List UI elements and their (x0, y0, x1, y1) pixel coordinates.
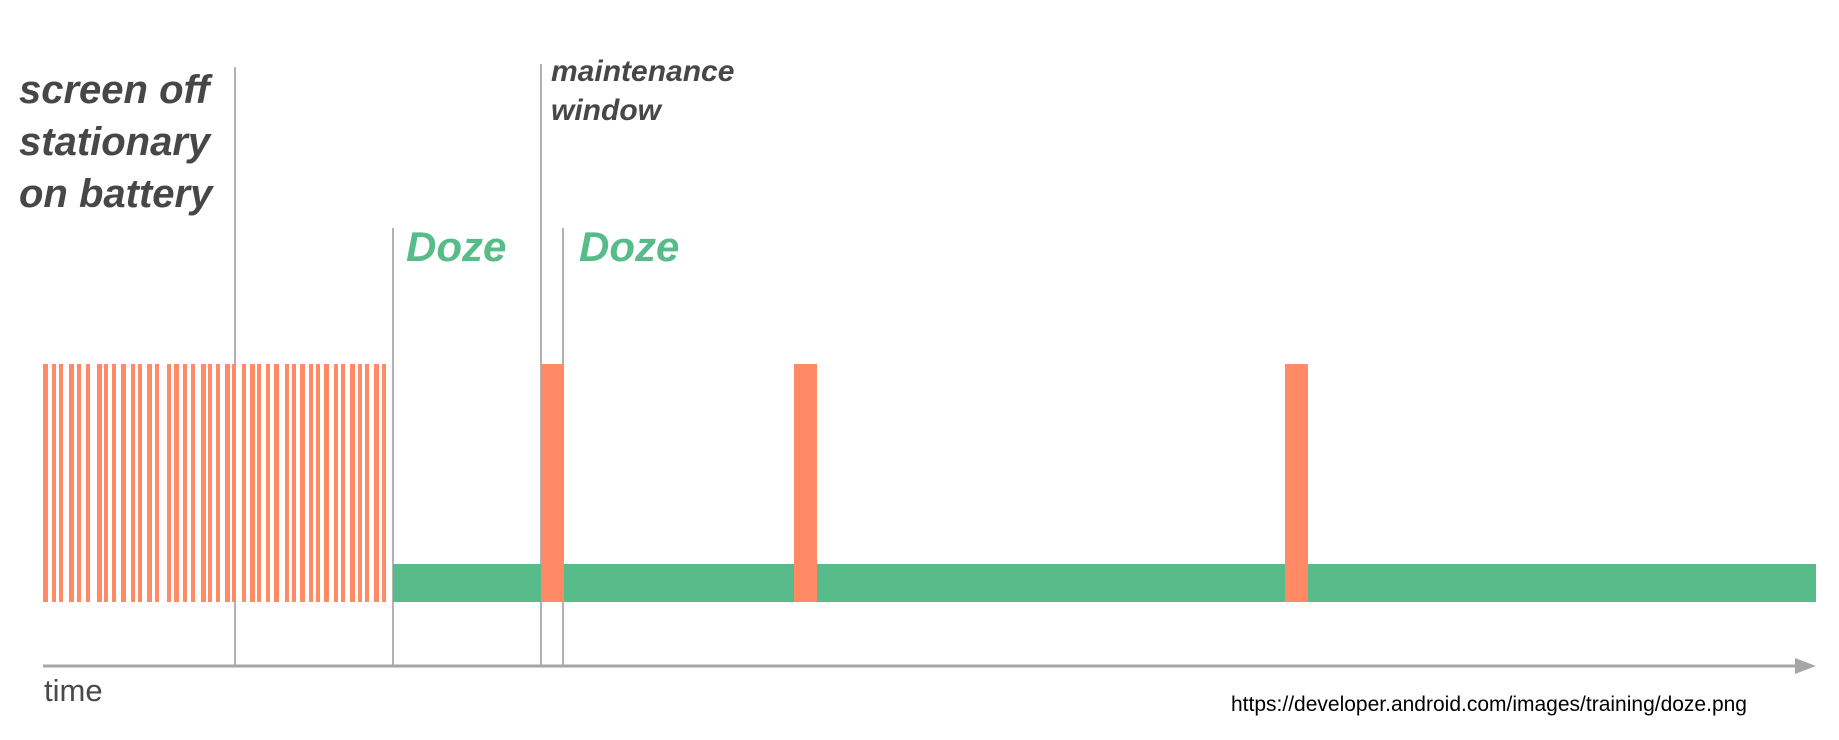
activity-stripe (365, 364, 369, 602)
activity-stripe (183, 364, 187, 602)
activity-stripe (112, 364, 116, 602)
activity-stripe (225, 364, 230, 602)
activity-stripe (201, 364, 206, 602)
activity-stripe (97, 364, 102, 602)
activity-stripe (324, 364, 329, 602)
activity-stripe (155, 364, 159, 602)
activity-stripe (242, 364, 246, 602)
activity-stripe (191, 364, 195, 602)
activity-stripe (374, 364, 379, 602)
activity-stripe (232, 364, 236, 602)
activity-stripe (59, 364, 63, 602)
source-url: https://developer.android.com/images/tra… (1231, 693, 1747, 716)
activity-stripe (216, 364, 220, 602)
activity-stripe (309, 364, 313, 602)
activity-stripe (358, 364, 362, 602)
maintenance-label: maintenance (551, 55, 734, 88)
doze-bar (393, 564, 1816, 602)
maintenance-window (1285, 364, 1308, 602)
time-axis (43, 658, 1816, 674)
activity-stripe (274, 364, 279, 602)
activity-stripe (350, 364, 355, 602)
activity-stripe (86, 364, 90, 602)
activity-stripe (300, 364, 305, 602)
activity-stripe (292, 364, 296, 602)
maintenance-window-bars (541, 364, 1308, 602)
maintenance-window (541, 364, 564, 602)
activity-stripe (341, 364, 345, 602)
time-axis-label: time (44, 673, 103, 708)
activity-stripe (266, 364, 270, 602)
activity-stripe (147, 364, 152, 602)
activity-stripe (138, 364, 142, 602)
activity-stripe (104, 364, 108, 602)
frequent-activity-stripes (43, 364, 386, 602)
condition-label: on battery (19, 172, 214, 216)
activity-stripe (131, 364, 135, 602)
condition-label: screen off (19, 68, 213, 112)
activity-stripe (52, 364, 56, 602)
activity-stripe (250, 364, 255, 602)
doze-label: Doze (406, 223, 506, 270)
activity-stripe (334, 364, 338, 602)
activity-stripe (121, 364, 126, 602)
maintenance-label: window (551, 94, 663, 127)
activity-stripe (316, 364, 320, 602)
activity-stripe (77, 364, 81, 602)
activity-stripe (382, 364, 386, 602)
maintenance-window (794, 364, 817, 602)
time-axis-arrowhead (1795, 658, 1816, 674)
activity-stripe (285, 364, 289, 602)
activity-stripe (208, 364, 212, 602)
activity-stripe (257, 364, 261, 602)
activity-stripe (43, 364, 48, 602)
activity-stripe (69, 364, 74, 602)
activity-stripe (167, 364, 171, 602)
activity-stripe (174, 364, 179, 602)
doze-label: Doze (579, 223, 679, 270)
condition-label: stationary (19, 120, 212, 164)
